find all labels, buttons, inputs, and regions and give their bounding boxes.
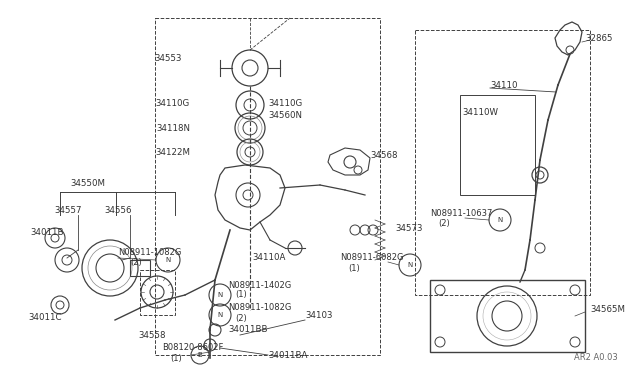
Text: (1): (1)	[348, 263, 360, 273]
Text: 34011BB: 34011BB	[228, 326, 268, 334]
Bar	[140, 270, 175, 315]
Text: (1): (1)	[235, 291, 247, 299]
Bar	[415, 30, 590, 295]
Text: 34110G: 34110G	[268, 99, 302, 108]
Text: N08911-10637: N08911-10637	[430, 208, 492, 218]
Text: 34110: 34110	[490, 80, 518, 90]
Text: 34568: 34568	[370, 151, 397, 160]
Text: 34560N: 34560N	[268, 110, 302, 119]
Bar	[155, 18, 380, 355]
Text: N08911-1402G: N08911-1402G	[228, 280, 291, 289]
Text: 34011B: 34011B	[30, 228, 63, 237]
Text: N08911-1082G: N08911-1082G	[118, 247, 181, 257]
Text: 34110G: 34110G	[156, 99, 190, 108]
Text: N: N	[218, 312, 223, 318]
Text: 34122M: 34122M	[155, 148, 190, 157]
Text: N: N	[165, 257, 171, 263]
Text: 34011C: 34011C	[28, 314, 61, 323]
Text: AR2 A0.03: AR2 A0.03	[574, 353, 618, 362]
Bar	[460, 95, 535, 195]
Text: 34556: 34556	[104, 205, 132, 215]
Text: 34573: 34573	[395, 224, 422, 232]
Text: 34558: 34558	[138, 330, 166, 340]
Text: N: N	[497, 217, 502, 223]
Text: 34557: 34557	[54, 205, 82, 215]
Text: (2): (2)	[235, 314, 247, 323]
Text: N: N	[218, 292, 223, 298]
Text: (2): (2)	[438, 218, 450, 228]
Text: N08911-6082G: N08911-6082G	[340, 253, 403, 263]
Text: 34565M: 34565M	[590, 305, 625, 314]
Bar	[130, 260, 150, 276]
Text: 34110W: 34110W	[462, 108, 498, 116]
Text: 34110A: 34110A	[252, 253, 285, 263]
Text: (1): (1)	[170, 353, 182, 362]
Text: N08911-1082G: N08911-1082G	[228, 304, 291, 312]
Text: (2): (2)	[130, 257, 141, 266]
Text: 32865: 32865	[585, 33, 612, 42]
Text: 34118N: 34118N	[156, 124, 190, 132]
Text: 34103: 34103	[305, 311, 333, 320]
Text: B08120-8602F: B08120-8602F	[162, 343, 223, 352]
Text: 34553: 34553	[154, 54, 182, 62]
Text: 34550M: 34550M	[70, 179, 106, 187]
Bar	[430, 280, 585, 352]
Text: 34011BA: 34011BA	[268, 350, 307, 359]
Text: N: N	[408, 262, 413, 268]
Text: B: B	[198, 352, 202, 358]
